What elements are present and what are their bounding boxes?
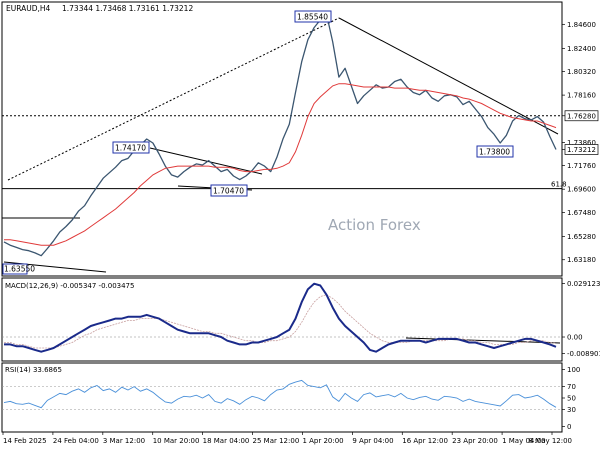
watermark: Action Forex	[328, 216, 421, 234]
price-tick-box	[564, 144, 599, 155]
time-tick-label: 9 Apr 04:00	[352, 437, 393, 445]
rsi-tick-label: 50	[567, 395, 576, 403]
annotation-may-low: 1.73800	[479, 148, 510, 157]
annotation-box-feb-low	[2, 263, 28, 275]
time-tick-label: 3 Mar 12:00	[103, 437, 145, 445]
annotation-box-high	[294, 10, 332, 23]
price-tick-label: 1.67480	[567, 209, 596, 217]
macd-tick-label: 0.00	[567, 334, 583, 342]
annotation-box-may-low	[476, 145, 514, 158]
rsi-tick-label: 70	[567, 383, 576, 391]
price-line	[3, 13, 557, 257]
rsi-series-group	[2, 379, 562, 410]
price-tick-label: 1.76280	[567, 112, 596, 120]
macd-trendline	[405, 337, 561, 344]
time-tick-label: 1 May 04:00	[502, 437, 546, 445]
macd-series-group	[2, 282, 562, 353]
time-tick-label: 18 Mar 04:00	[203, 437, 250, 445]
trendline-dotted-up	[7, 17, 340, 181]
macd-panel-frame	[1, 277, 563, 362]
time-tick-label: 1 Apr 20:00	[302, 437, 343, 445]
price-series-group	[3, 13, 557, 257]
rsi-panel-frame	[1, 362, 563, 433]
macd-axis-ticks: 0.029123 0.00 -0.008901	[562, 280, 600, 358]
annotation-high: 1.85540	[297, 13, 328, 22]
wedge-upper-line	[149, 147, 263, 175]
rsi-axis-ticks: 100 70 50 30 0	[562, 366, 580, 431]
price-tick-label: 1.71760	[567, 162, 596, 170]
rsi-label: RSI(14) 33.6865	[5, 366, 62, 374]
trendline-down	[338, 17, 559, 135]
macd-line	[4, 282, 557, 353]
annotation-mar-high: 1.74170	[115, 144, 146, 153]
time-tick-label: 10 Mar 20:00	[153, 437, 200, 445]
price-tick-label: 1.73212	[567, 146, 596, 154]
rsi-line	[3, 379, 557, 409]
instrument-symbol: EURAUD,H4	[6, 4, 51, 13]
price-tick-label: 1.78160	[567, 92, 596, 100]
fibonacci-label: 61.8	[551, 181, 567, 189]
macd-tick-label: -0.008901	[567, 350, 600, 358]
time-tick-label: 25 Mar 12:00	[253, 437, 300, 445]
rsi-tick-label: 30	[567, 406, 576, 414]
rsi-tick-label: 0	[567, 423, 571, 431]
price-tick-label: 1.73860	[567, 139, 596, 147]
annotation-box-mar-low	[210, 184, 248, 197]
annotation-mar-low: 1.70470	[213, 187, 244, 196]
time-tick-label: 23 Apr 20:00	[452, 437, 498, 445]
price-tick-label: 1.82400	[567, 45, 596, 53]
instrument-ohlc: 1.73344 1.73468 1.73161 1.73212	[62, 4, 193, 13]
price-panel-frame	[1, 1, 563, 277]
price-tick-label: 1.84600	[567, 21, 596, 29]
time-tick-label: 8 May 12:00	[528, 437, 572, 445]
time-axis-ticks: 14 Feb 2025 24 Feb 04:00 3 Mar 12:00 10 Mar…	[2, 432, 572, 445]
annotation-box-mar-high	[112, 141, 150, 154]
macd-signal-line	[4, 294, 557, 349]
rsi-tick-label: 100	[567, 366, 580, 374]
price-tick-label: 1.80320	[567, 68, 596, 76]
macd-tick-label: 0.029123	[567, 280, 600, 288]
moving-average-group	[4, 83, 557, 246]
time-tick-label: 14 Feb 2025	[3, 437, 47, 445]
time-tick-label: 24 Feb 04:00	[53, 437, 99, 445]
price-tick-label: 1.63180	[567, 256, 596, 264]
price-tick-label: 1.69600	[567, 186, 596, 194]
macd-label: MACD(12,26,9) -0.005347 -0.003475	[5, 282, 134, 290]
annotation-feb-low: 1.63550	[4, 265, 35, 274]
price-tick-label: 1.65280	[567, 233, 596, 241]
moving-average-line	[4, 83, 557, 246]
price-axis-ticks: 1.84600 1.82400 1.80320 1.78160 1.76280 1.738…	[562, 21, 599, 264]
time-tick-label: 16 Apr 12:00	[402, 437, 448, 445]
